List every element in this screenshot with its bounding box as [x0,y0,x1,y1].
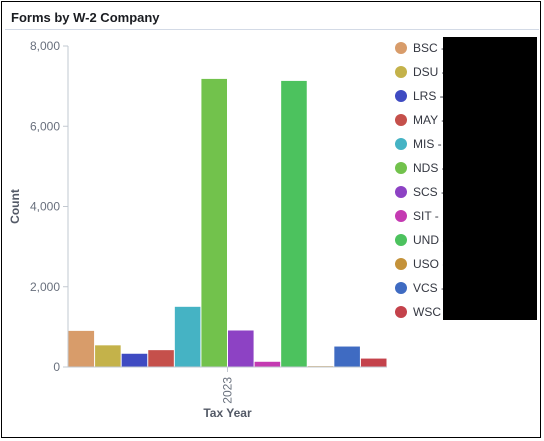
bar-dsu [95,345,121,367]
y-axis: 0 2,000 4,000 6,000 8,000 Count [8,39,69,374]
y-tick-label: 6,000 [30,119,60,133]
y-tick-label: 4,000 [30,200,60,214]
bar-scs [228,330,254,367]
legend-item-mis[interactable]: MIS - [395,137,442,151]
y-tick-label: 2,000 [30,280,60,294]
legend-swatch [395,210,407,222]
legend-swatch [395,234,407,246]
legend-item-bsc[interactable]: BSC - [395,41,445,55]
legend-swatch [395,162,407,174]
legend-swatch [395,282,407,294]
legend-swatch [395,138,407,150]
title-divider [5,29,539,30]
legend-label: WSC - [413,305,448,319]
legend-item-scs[interactable]: SCS - [395,185,445,199]
panel-title: Forms by W-2 Company [11,10,160,25]
legend-item-nds[interactable]: NDS - [395,161,446,175]
legend-swatch [395,114,407,126]
bar-und [281,80,307,367]
legend-label: SIT - [413,209,439,223]
legend-label: MAY - [413,113,445,127]
legend-item-und[interactable]: UND - [395,233,446,247]
legend-label: DSU - [413,65,446,79]
legend-item-lrs[interactable]: LRS - [395,89,444,103]
bar-nds [201,78,227,367]
legend-swatch [395,66,407,78]
legend-swatch [395,306,407,318]
bar-wsc [360,358,387,367]
legend-item-vcs[interactable]: VCS - [395,281,445,295]
bar-lrs [121,353,148,367]
y-tick-label: 0 [53,360,60,374]
legend-label: NDS - [413,161,446,175]
x-axis-title: Tax Year [203,406,252,420]
legend[interactable]: BSC - DSU - LRS - MAY - MIS - NDS - SCS - SIT -… [395,41,448,319]
legend-label: MIS - [413,137,442,151]
x-axis: 2023 Tax Year [68,366,387,420]
y-tick-label: 8,000 [30,39,60,53]
legend-item-wsc[interactable]: WSC - [395,305,448,319]
legend-label: BSC - [413,41,445,55]
bar-vcs [334,346,360,367]
legend-swatch [395,42,407,54]
x-tick-label: 2023 [221,377,235,404]
legend-redaction-block [443,37,537,320]
y-axis-title: Count [8,189,22,224]
bar-sit [254,361,281,367]
legend-item-dsu[interactable]: DSU - [395,65,446,79]
legend-label: LRS - [413,89,444,103]
legend-swatch [395,90,407,102]
legend-swatch [395,186,407,198]
bar-mis [174,306,201,367]
legend-item-sit[interactable]: SIT - [395,209,439,223]
legend-label: UND - [413,233,446,247]
legend-label: USO - [413,257,446,271]
legend-label: SCS - [413,185,445,199]
bar-bsc [68,330,95,367]
legend-item-may[interactable]: MAY - [395,113,445,127]
legend-item-uso[interactable]: USO - [395,257,446,271]
bars [68,78,387,367]
legend-swatch [395,258,407,270]
bar-may [148,350,174,367]
legend-label: VCS - [413,281,445,295]
